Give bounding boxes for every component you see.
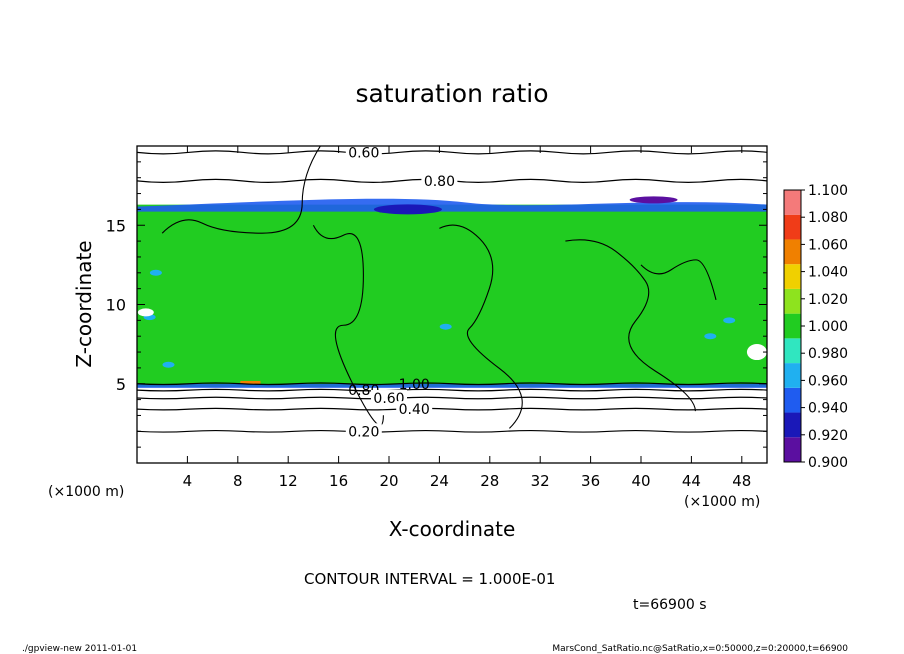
field-speckle — [149, 269, 162, 276]
contour-label: 0.80 — [424, 174, 455, 190]
colorbar-label: 0.960 — [808, 373, 848, 389]
colorbar-swatch — [784, 288, 801, 314]
field-speckle — [162, 361, 175, 368]
contour-line — [565, 239, 696, 412]
saturated-layer — [137, 204, 767, 387]
contour-interval-text: CONTOUR INTERVAL = 1.000E-01 — [304, 570, 555, 588]
field-hole — [746, 344, 767, 361]
contour-label: 0.40 — [399, 402, 430, 418]
chart-title: saturation ratio — [355, 79, 548, 108]
contour-line — [640, 259, 717, 301]
contour-line — [137, 388, 767, 392]
contour-line — [137, 396, 767, 400]
colorbar-label: 1.080 — [808, 210, 848, 226]
layer-top-fringe — [137, 198, 767, 212]
colorbar-label: 1.100 — [808, 183, 848, 199]
colorbar-swatch — [784, 239, 801, 265]
colorbar-swatch — [784, 264, 801, 289]
x-tick-label: 12 — [279, 472, 298, 490]
y-tick-label: 10 — [106, 296, 126, 315]
x-tick-label: 32 — [531, 472, 550, 490]
field-speckle — [723, 317, 736, 324]
y-tick-label: 15 — [106, 216, 126, 235]
undersaturated-patch — [373, 204, 442, 215]
colorbar-label: 1.040 — [808, 265, 848, 281]
x-unit-left-label: (×1000 m) — [48, 484, 124, 500]
contour-line — [439, 224, 523, 429]
contour-label-bg — [345, 146, 382, 161]
contour-lines: 0.600.801.000.800.600.400.20 — [137, 145, 767, 440]
x-unit-right-label: (×1000 m) — [684, 494, 760, 510]
contour-line — [137, 382, 767, 386]
colorbar-swatch — [784, 190, 801, 215]
layer-bottom-fringe — [137, 383, 767, 388]
x-tick-label: 36 — [581, 472, 600, 490]
contour-label-bg — [396, 401, 433, 418]
y-axis-label: Z-coordinate — [72, 240, 96, 367]
contour-line — [137, 150, 767, 155]
field-speckle — [439, 323, 452, 330]
colorbar-swatch — [784, 338, 801, 364]
footer-left-text: ./gpview-new 2011-01-01 — [22, 644, 137, 654]
x-axis-label: X-coordinate — [389, 517, 516, 541]
colorbar-label: 0.940 — [808, 401, 848, 417]
contour-label: 0.20 — [348, 424, 379, 440]
contour-line — [137, 429, 767, 433]
x-tick-label: 44 — [682, 472, 701, 490]
colorbar-label: 0.980 — [808, 346, 848, 362]
x-tick-label: 20 — [379, 472, 398, 490]
x-tick-label: 8 — [233, 472, 243, 490]
colorbar-swatch — [784, 412, 801, 438]
contour-label-bg — [345, 423, 382, 440]
colorbar-label: 0.920 — [808, 428, 848, 444]
x-tick-label: 28 — [480, 472, 499, 490]
x-axis: 4 8 12 16 20 24 28 32 36 40 44 48 — [183, 146, 751, 490]
time-text: t=66900 s — [633, 597, 707, 613]
contour-label-bg — [421, 172, 458, 189]
contour-label: 1.00 — [399, 377, 430, 393]
colorbar-swatch — [784, 363, 801, 388]
x-tick-label: 48 — [732, 472, 751, 490]
colorbar-swatch — [784, 313, 801, 339]
colorbar-swatch — [784, 387, 801, 413]
colorbar-swatch — [784, 437, 801, 462]
colorbar-label: 1.020 — [808, 292, 848, 308]
colorbar-label: 0.900 — [808, 455, 848, 471]
y-axis: 5 10 15 — [106, 161, 767, 448]
x-tick-label: 40 — [631, 472, 650, 490]
x-tick-label: 16 — [329, 472, 348, 490]
colorbar-swatch — [784, 214, 801, 240]
supersaturated-patch — [240, 380, 261, 384]
field-hole — [137, 308, 154, 317]
plot-area: 0.600.801.000.800.600.400.20 — [137, 145, 767, 463]
x-tick-label: 4 — [183, 472, 193, 490]
undersaturated-patch — [629, 196, 678, 204]
saturation-field — [137, 196, 767, 388]
contour-line — [161, 146, 322, 234]
contour-label: 0.60 — [348, 145, 379, 161]
colorbar: 0.900 0.920 0.940 0.960 0.980 1.000 1.020 1.040… — [783, 183, 848, 471]
y-tick-label: 5 — [116, 375, 126, 394]
colorbar-label: 1.000 — [808, 319, 848, 335]
contour-line — [137, 407, 767, 411]
x-tick-label: 24 — [430, 472, 449, 490]
field-speckle — [704, 333, 717, 340]
colorbar-label: 1.060 — [808, 237, 848, 253]
footer-right-text: MarsCond_SatRatio.nc@SatRatio,x=0:50000,… — [552, 644, 848, 654]
